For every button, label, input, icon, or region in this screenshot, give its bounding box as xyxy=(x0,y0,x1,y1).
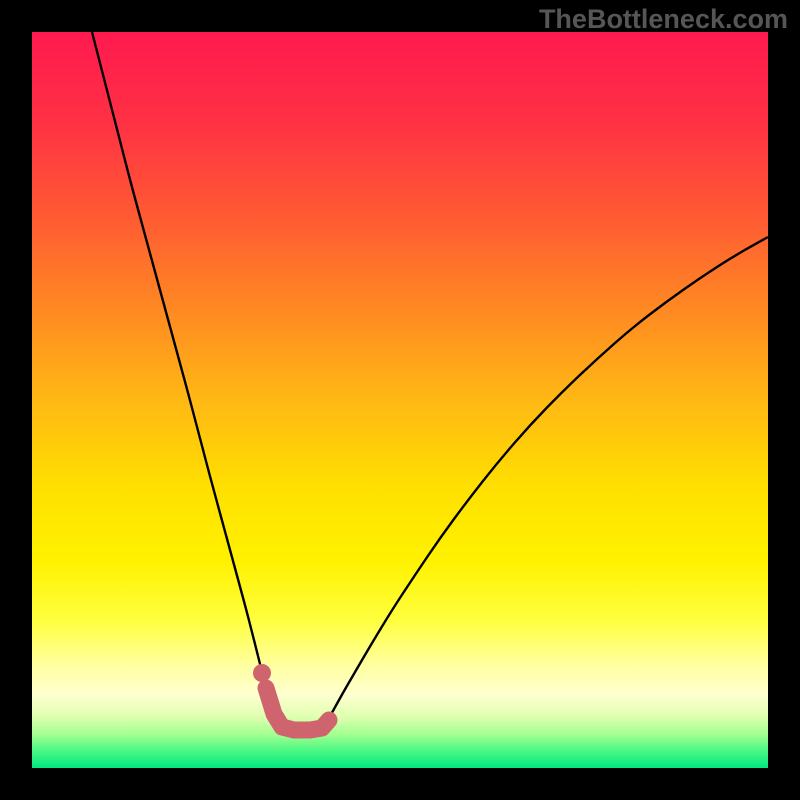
watermark-text: TheBottleneck.com xyxy=(539,4,788,35)
plot-gradient-background xyxy=(32,32,768,768)
chart-container: TheBottleneck.com xyxy=(0,0,800,800)
bottleneck-chart xyxy=(0,0,800,800)
marker-dot xyxy=(253,664,271,682)
